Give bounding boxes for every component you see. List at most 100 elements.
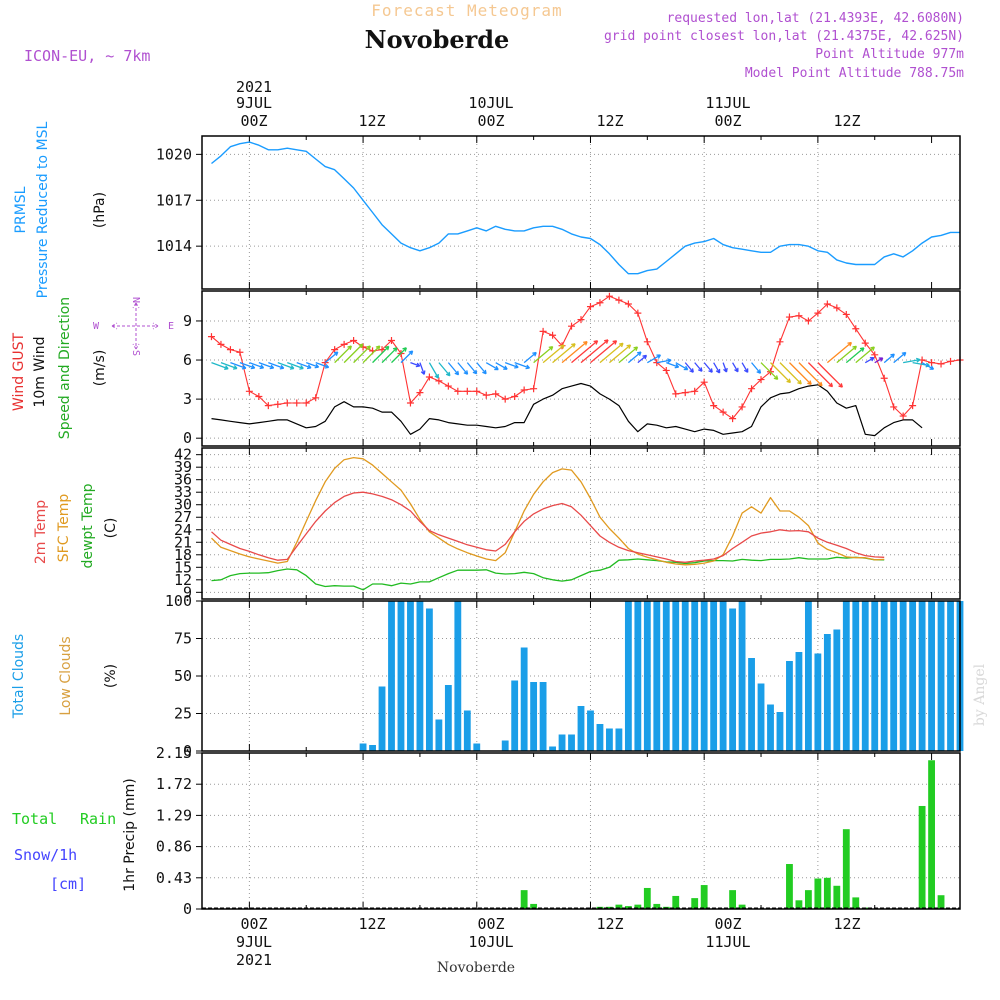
precip-ytick-label: 1.72: [156, 775, 192, 793]
total-clouds-bar: [359, 743, 367, 751]
wind-direction-arrow: [230, 362, 247, 370]
wind-direction-arrow: [466, 362, 478, 375]
total-clouds-bar: [549, 746, 556, 751]
wind-gust-marker: [226, 346, 234, 354]
wind-gust-marker: [302, 399, 310, 407]
temperature-ytick-label: 21: [174, 533, 192, 551]
compass-arrows: [111, 302, 159, 350]
wind-gust-marker: [293, 399, 301, 407]
total-clouds-bar: [729, 608, 737, 751]
wind-direction-arrow: [438, 362, 451, 377]
temperature-ytick-label: 18: [174, 546, 192, 564]
wind-gust-marker: [795, 312, 803, 320]
wind-direction-arrow: [855, 346, 875, 364]
wind-direction-arrow: [571, 340, 599, 364]
total-clouds-bar: [454, 601, 462, 751]
wind-direction-arrow: [903, 357, 921, 364]
wind-10m-label: 10m Wind: [32, 336, 48, 407]
total-clouds-bar: [804, 601, 812, 751]
total-clouds-bar: [634, 601, 642, 751]
wind-gust-marker: [283, 399, 291, 407]
wind-gust-marker: [937, 360, 945, 368]
wind-gust-marker: [662, 366, 670, 374]
precip-ylabel: 1hr Precip (mm): [122, 778, 138, 891]
compass-west: W: [93, 321, 100, 332]
wind-direction-arrow: [239, 362, 256, 370]
wind-direction-arrow: [826, 341, 853, 364]
rain-bar: [520, 890, 528, 909]
watermark: by Angel: [972, 663, 988, 726]
rain-bar: [928, 760, 935, 909]
wind-gust-marker: [672, 390, 680, 398]
temp-unit: (C): [103, 518, 119, 539]
wind-direction-arrow: [457, 362, 469, 375]
wind-direction-arrow: [656, 358, 672, 364]
temperature-ytick-label: 15: [174, 558, 192, 576]
wind-gust-marker: [880, 374, 888, 382]
wind-direction-arrow: [590, 340, 618, 364]
temp-dewpt-label: dewpt Temp: [80, 483, 96, 568]
wind-unit: (m/s): [92, 350, 108, 387]
total-clouds-bar: [444, 685, 452, 751]
rain-bar: [804, 890, 812, 909]
wind-direction-arrow: [268, 362, 285, 370]
total-clouds-bar: [719, 601, 727, 751]
total-clouds-bar: [861, 601, 869, 751]
precip-ytick-label: 1.29: [156, 806, 192, 824]
top-label-12z: 12Z: [833, 112, 860, 130]
bottom-label-hour: 00Z: [714, 915, 741, 933]
rain-bar: [918, 805, 926, 909]
clouds-ytick-label: 100: [165, 592, 192, 610]
wind-gust-marker: [549, 331, 557, 339]
wind-direction-arrow: [722, 362, 728, 373]
rain-bar: [795, 900, 803, 909]
wind-direction-arrow: [666, 362, 680, 369]
wind-gust-marker: [928, 359, 936, 367]
total-clouds-bar: [473, 743, 481, 751]
wind-direction-arrow: [561, 340, 588, 364]
temperature-ytick-label: 12: [174, 571, 192, 589]
top-label-date: 11JUL: [705, 94, 750, 112]
compass-legend: W E N S: [93, 297, 174, 356]
wind-direction-arrow: [883, 353, 895, 364]
temperature-ytick-label: 39: [174, 458, 192, 476]
wind-direction-arrow: [381, 347, 398, 364]
total-clouds-bar: [662, 601, 670, 751]
wind-direction-arrow: [296, 362, 312, 370]
compass-north: N: [130, 297, 141, 303]
wind-gust-label: Wind GUST: [11, 332, 27, 411]
wind-ytick-label: 3: [183, 390, 192, 408]
wind-direction-arrow: [324, 351, 339, 364]
wind-direction-arrow: [864, 357, 875, 364]
wind-10m-line: [211, 382, 923, 437]
rain-bar: [842, 829, 850, 909]
rain-bar: [823, 877, 831, 909]
precip-ytick-label: 0.86: [156, 838, 192, 856]
total-clouds-bar: [738, 601, 746, 751]
top-label-hour: 00Z: [240, 112, 267, 130]
wind-gust-marker: [691, 387, 699, 395]
wind-panel-labels: Wind GUST 10m Wind Speed and Direction (…: [11, 297, 174, 439]
total-clouds-bar: [587, 710, 594, 751]
temperature-ytick-label: 42: [174, 446, 192, 464]
pressure-panel: 1014 1017 1020: [156, 135, 961, 290]
wind-gust-marker: [785, 313, 793, 321]
wind-direction-arrow: [646, 354, 662, 364]
rain-bar: [530, 903, 538, 909]
wind-gust-marker: [520, 386, 528, 394]
rain-bar: [852, 897, 860, 909]
wind-gust-marker: [492, 390, 500, 398]
top-label-0: 2021 9JUL 00Z: [236, 78, 272, 130]
wind-gust-marker: [871, 351, 879, 359]
model-label: ICON-EU, ~ 7km: [24, 47, 150, 65]
pressure-ytick-label: 1014: [156, 237, 192, 255]
wind-direction-arrow: [836, 345, 858, 364]
wind-direction-arrow: [684, 362, 694, 373]
total-clouds-bar: [947, 601, 954, 751]
total-clouds-bar: [757, 683, 765, 751]
pressure-ytick-label: 1017: [156, 191, 192, 209]
temperature-ytick-label: 30: [174, 496, 192, 514]
wind-direction-arrow: [817, 362, 843, 388]
wind-gust-marker: [624, 300, 632, 308]
wind-direction-arrow: [343, 343, 364, 364]
